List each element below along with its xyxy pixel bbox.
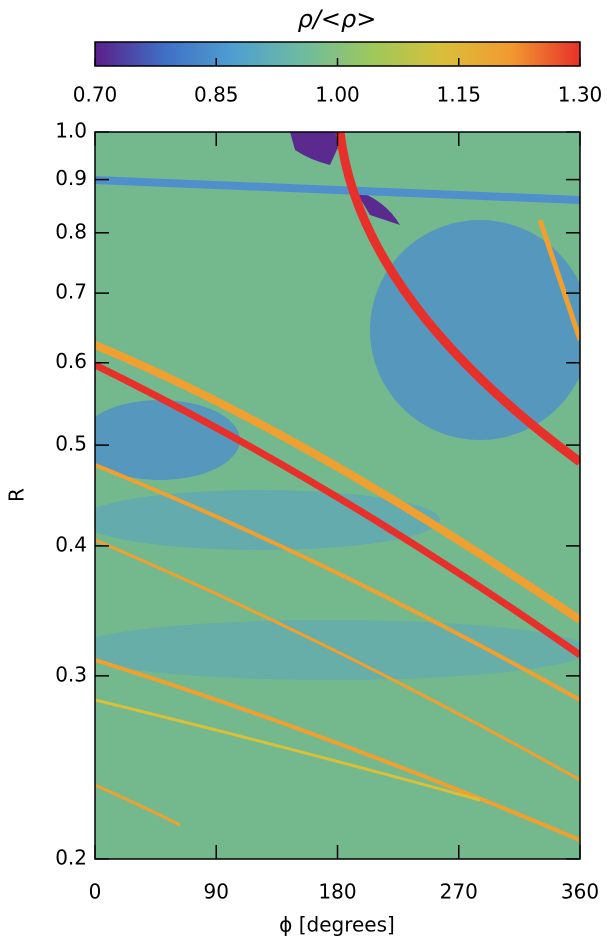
y-tick-label: 0.6	[55, 349, 87, 373]
x-tick-label: 270	[440, 880, 478, 904]
heatmap-region	[290, 132, 345, 165]
colorbar-tick-label: 0.70	[73, 83, 118, 107]
heatmap-arm	[95, 176, 580, 204]
heatmap-region	[95, 620, 580, 680]
y-tick-label: 0.9	[55, 166, 87, 190]
y-tick-label: 0.8	[55, 219, 87, 243]
y-tick-label: 0.3	[55, 662, 87, 686]
heatmap	[95, 132, 580, 859]
colorbar-tick-label: 1.30	[558, 83, 603, 107]
y-tick-label: 0.2	[55, 846, 87, 870]
x-tick-label: 180	[318, 880, 356, 904]
heatmap-region	[355, 190, 400, 225]
heatmap-arm	[95, 341, 580, 624]
y-tick-label: 0.7	[55, 280, 87, 304]
x-tick-label: 90	[204, 880, 229, 904]
y-tick-label: 1.0	[55, 119, 87, 143]
y-tick-label: 0.5	[55, 432, 87, 456]
heatmap-arm	[95, 361, 580, 658]
y-axis-label: R	[5, 488, 29, 502]
heatmap-arm	[95, 658, 580, 842]
heatmap-region	[370, 220, 580, 440]
x-tick-label: 0	[89, 880, 102, 904]
x-axis-label: ϕ [degrees]	[279, 913, 395, 937]
colorbar-tick-label: 1.15	[436, 83, 481, 107]
colorbar-tick-label: 1.00	[315, 83, 360, 107]
heatmap-arm	[537, 219, 580, 341]
x-tick-label: 360	[561, 880, 599, 904]
colorbar-label: ρ/<ρ>	[298, 5, 377, 33]
heatmap-arm	[95, 463, 580, 702]
heatmap-arm	[95, 783, 181, 827]
heatmap-arm	[95, 538, 580, 782]
heatmap-arm	[335, 132, 580, 466]
y-tick-label: 0.4	[55, 532, 87, 556]
heatmap-arm	[95, 698, 481, 802]
colorbar-tick-label: 0.85	[194, 83, 239, 107]
